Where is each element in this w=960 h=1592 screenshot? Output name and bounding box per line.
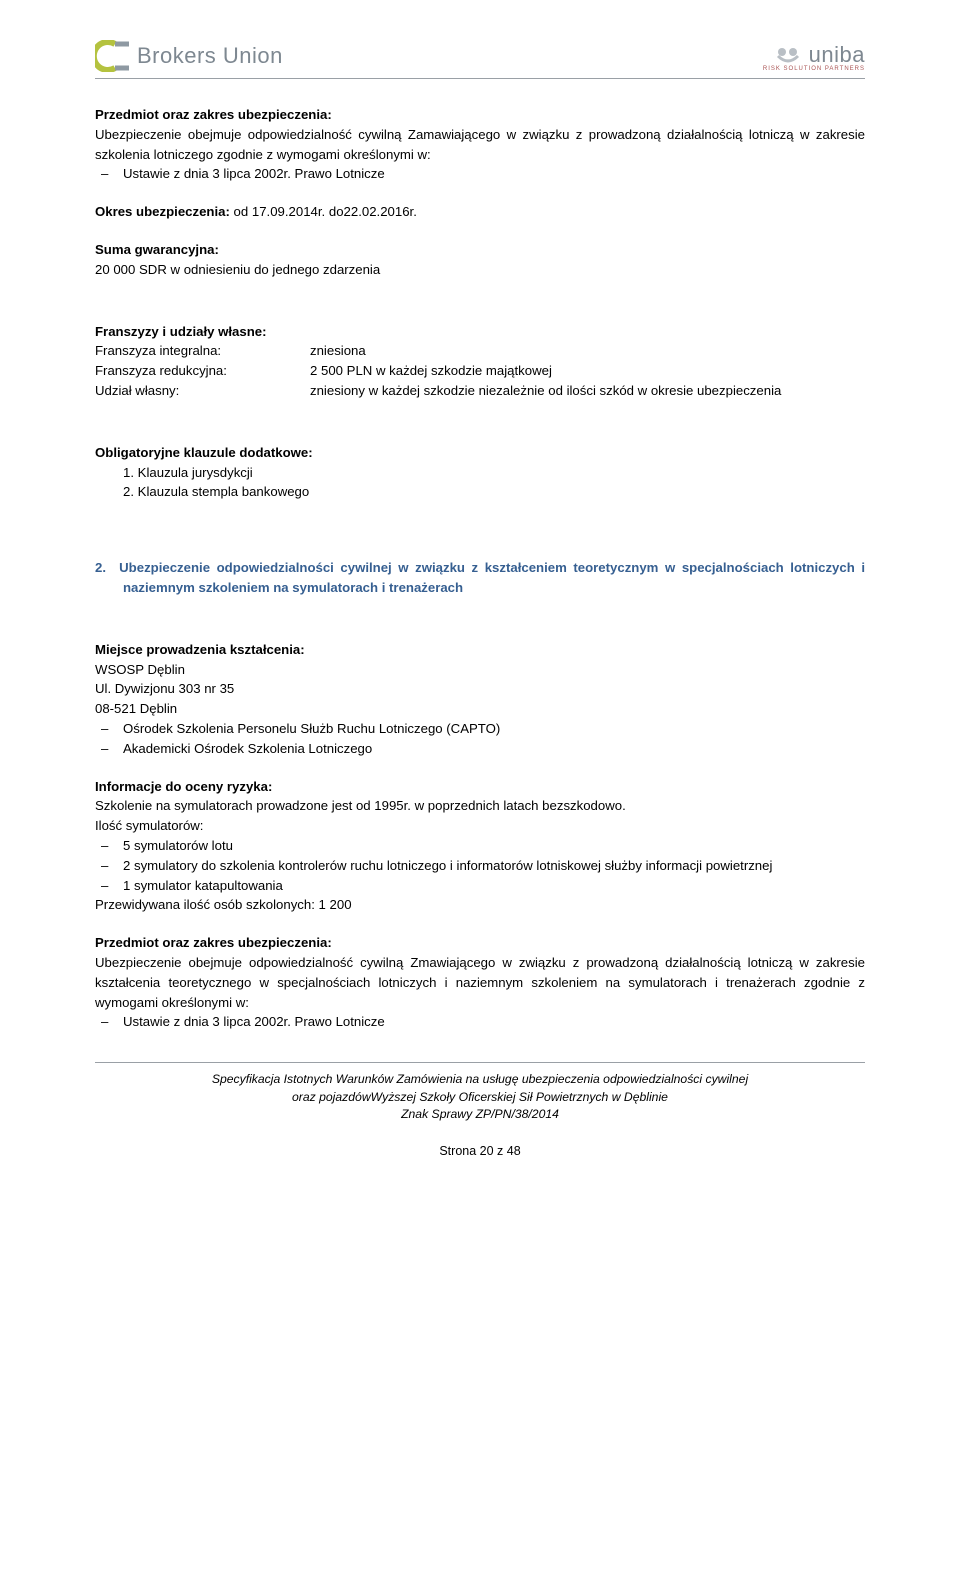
footer-line-2: oraz pojazdówWyższej Szkoły Oficerskiej … <box>95 1089 865 1107</box>
section-2-number: 2. <box>95 560 106 575</box>
section-suma: Suma gwarancyjna: 20 000 SDR w odniesien… <box>95 240 865 280</box>
list-item: 5 symulatorów lotu <box>123 836 865 856</box>
text-przedmiot-2: Ubezpieczenie obejmuje odpowiedzialność … <box>95 953 865 1012</box>
klauzula-2: Klauzula stempla bankowego <box>138 484 310 499</box>
logo-uniba: uniba RISK SOLUTION PARTNERS <box>763 42 865 72</box>
section-miejsce: Miejsce prowadzenia kształcenia: WSOSP D… <box>95 640 865 759</box>
section-przedmiot-2: Przedmiot oraz zakres ubezpieczenia: Ube… <box>95 933 865 1032</box>
heading-obligatoryjne: Obligatoryjne klauzule dodatkowe: <box>95 443 865 463</box>
section-okres: Okres ubezpieczenia: od 17.09.2014r. do2… <box>95 202 865 222</box>
list-item: Ustawie z dnia 3 lipca 2002r. Prawo Lotn… <box>123 1012 865 1032</box>
list-item: Ustawie z dnia 3 lipca 2002r. Prawo Lotn… <box>123 164 865 184</box>
footer-line-1: Specyfikacja Istotnych Warunków Zamówien… <box>95 1071 865 1089</box>
logo-uniba-text: uniba <box>809 42 865 68</box>
list-item: Ośrodek Szkolenia Personelu Służb Ruchu … <box>123 719 865 739</box>
footer-line-3: Znak Sprawy ZP/PN/38/2014 <box>95 1106 865 1124</box>
footer-rule <box>95 1062 865 1063</box>
page-footer: Specyfikacja Istotnych Warunków Zamówien… <box>95 1071 865 1124</box>
heading-section-2: 2. Ubezpieczenie odpowiedzialności cywil… <box>95 558 865 598</box>
value-fr-redukcyjna: 2 500 PLN w każdej szkodzie majątkowej <box>310 361 865 381</box>
logo-brokers-union-text: Brokers Union <box>137 43 283 69</box>
section-franszyzy: Franszyzy i udziały własne: Franszyza in… <box>95 322 865 401</box>
heading-miejsce: Miejsce prowadzenia kształcenia: <box>95 640 865 660</box>
logo-uniba-subtext: RISK SOLUTION PARTNERS <box>763 66 865 72</box>
label-udzial-wlasny: Udział własny: <box>95 381 310 401</box>
document-body: Przedmiot oraz zakres ubezpieczenia: Ube… <box>95 105 865 1032</box>
heading-informacje: Informacje do oceny ryzyka: <box>95 777 865 797</box>
label-fr-integralna: Franszyza integralna: <box>95 341 310 361</box>
info-przewidywana: Przewidywana ilość osób szkolonych: 1 20… <box>95 895 865 915</box>
list-item: 1. Klauzula jurysdykcji <box>123 463 865 483</box>
value-fr-integralna: zniesiona <box>310 341 865 361</box>
info-text-1: Szkolenie na symulatorach prowadzone jes… <box>95 796 865 816</box>
page-number: Strona 20 z 48 <box>95 1144 865 1158</box>
text-przedmiot-1: Ubezpieczenie obejmuje odpowiedzialność … <box>95 125 865 165</box>
miejsce-line-1: WSOSP Dęblin <box>95 660 865 680</box>
info-ilosc-label: Ilość symulatorów: <box>95 816 865 836</box>
uniba-icon <box>775 46 803 64</box>
brokers-union-icon <box>95 40 131 72</box>
list-item: 2 symulatory do szkolenia kontrolerów ru… <box>123 856 865 876</box>
section-informacje: Informacje do oceny ryzyka: Szkolenie na… <box>95 777 865 916</box>
value-suma: 20 000 SDR w odniesieniu do jednego zdar… <box>95 260 865 280</box>
heading-przedmiot-1: Przedmiot oraz zakres ubezpieczenia: <box>95 105 865 125</box>
header-rule <box>95 78 865 79</box>
klauzula-1: Klauzula jurysdykcji <box>138 465 253 480</box>
value-udzial-wlasny: zniesiony w każdej szkodzie niezależnie … <box>310 381 865 401</box>
logo-brokers-union: Brokers Union <box>95 40 283 72</box>
list-item: 1 symulator katapultowania <box>123 876 865 896</box>
label-fr-redukcyjna: Franszyza redukcyjna: <box>95 361 310 381</box>
miejsce-line-3: 08-521 Dęblin <box>95 699 865 719</box>
page-header: Brokers Union uniba RISK SOLUTION PARTNE… <box>95 40 865 72</box>
section-obligatoryjne: Obligatoryjne klauzule dodatkowe: 1. Kla… <box>95 443 865 502</box>
miejsce-line-2: Ul. Dywizjonu 303 nr 35 <box>95 679 865 699</box>
value-okres: od 17.09.2014r. do22.02.2016r. <box>234 204 417 219</box>
list-item: 2. Klauzula stempla bankowego <box>123 482 865 502</box>
section-przedmiot-1: Przedmiot oraz zakres ubezpieczenia: Ube… <box>95 105 865 184</box>
heading-franszyzy: Franszyzy i udziały własne: <box>95 322 865 342</box>
heading-przedmiot-2: Przedmiot oraz zakres ubezpieczenia: <box>95 933 865 953</box>
section-2-title: Ubezpieczenie odpowiedzialności cywilnej… <box>119 560 865 595</box>
heading-suma: Suma gwarancyjna: <box>95 240 865 260</box>
label-okres: Okres ubezpieczenia: <box>95 204 234 219</box>
list-item: Akademicki Ośrodek Szkolenia Lotniczego <box>123 739 865 759</box>
